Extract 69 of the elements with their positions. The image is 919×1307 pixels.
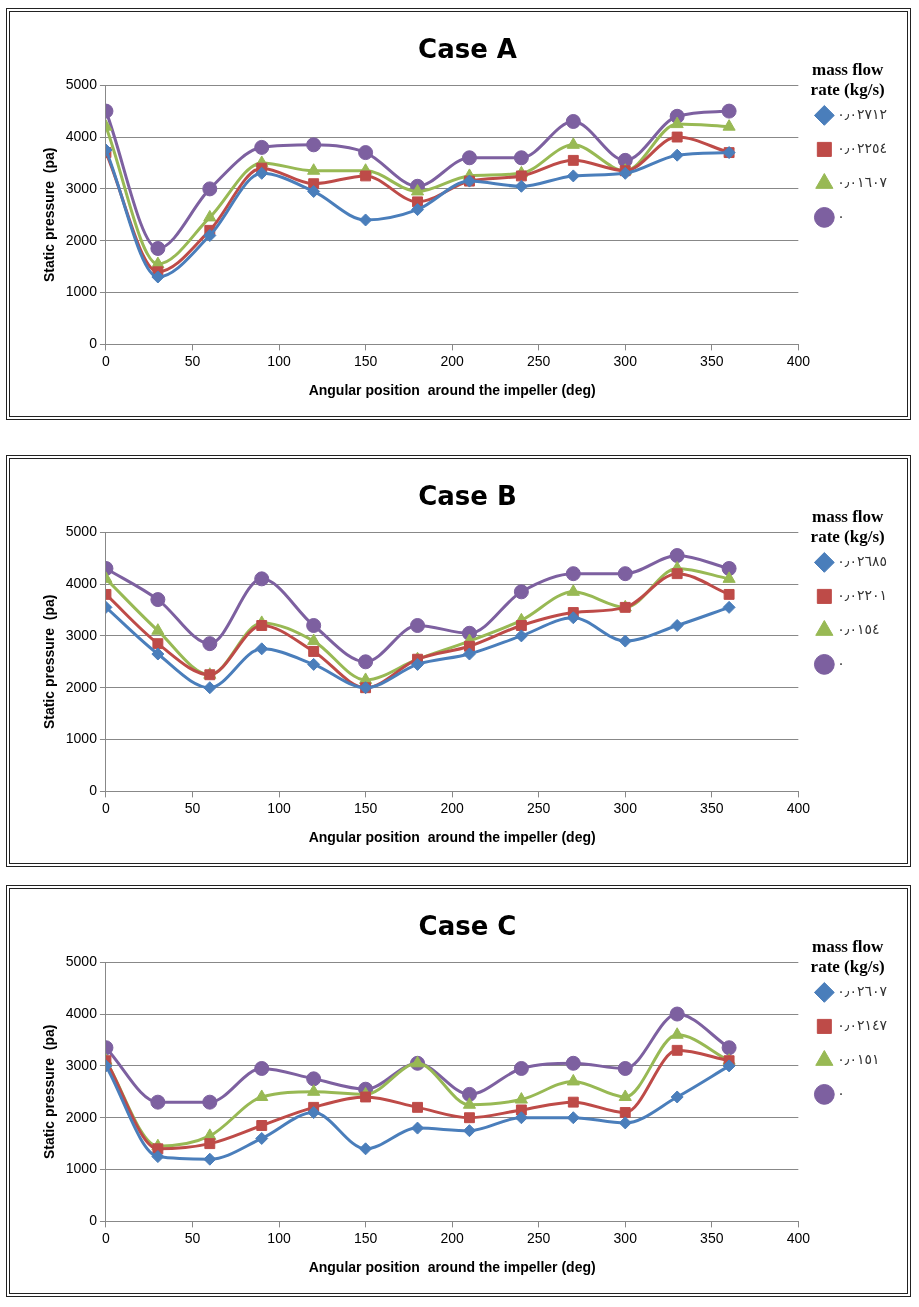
x-tick-label: 100: [267, 799, 291, 816]
y-tick-label: 3000: [65, 1056, 98, 1073]
x-tick-label: 350: [700, 1229, 724, 1246]
y-axis-title: Static pressure (pa): [41, 594, 58, 730]
x-tick-label: 250: [527, 352, 551, 369]
chart-title: Case C: [418, 911, 517, 942]
chart-title: Case A: [418, 34, 517, 65]
y-tick-label: 2000: [65, 1108, 98, 1125]
legend-title: mass flow rate (kg/s): [810, 59, 885, 100]
legend-label: ٠٫٠٢٧١٢: [837, 106, 888, 123]
x-tick-label: 50: [184, 352, 201, 369]
legend-label: ٠٫٠١٥٤: [837, 621, 880, 638]
x-axis-title: Angular position around the impeller (deg): [308, 1259, 596, 1276]
legend-label: ٠٫٠٢١٤٧: [837, 1017, 888, 1034]
x-axis-title: Angular position around the impeller (deg): [308, 829, 596, 846]
x-tick-label: 400: [786, 799, 811, 816]
y-tick-label: 2000: [65, 678, 98, 695]
x-tick-label: 150: [353, 799, 378, 816]
y-axis-title: Static pressure (pa): [41, 147, 58, 283]
legend-label: ٠٫٠٢٦٠٧: [837, 983, 888, 1000]
x-tick-label: 50: [184, 799, 201, 816]
y-tick-label: 0: [89, 1212, 98, 1229]
legend-title: mass flow rate (kg/s): [810, 506, 885, 547]
x-tick-label: 200: [440, 799, 465, 816]
y-tick-label: 2000: [65, 231, 98, 248]
y-tick-label: 4000: [65, 574, 98, 591]
y-tick-label: 1000: [65, 1160, 98, 1177]
chart-title: Case B: [418, 481, 517, 512]
legend-label: ٠٫٠١٦٠٧: [837, 174, 888, 191]
x-tick-label: 0: [102, 799, 111, 816]
x-tick-label: 300: [613, 799, 638, 816]
x-tick-label: 0: [102, 352, 111, 369]
y-tick-label: 1000: [65, 283, 98, 300]
y-tick-label: 1000: [65, 730, 98, 747]
y-tick-label: 4000: [65, 1004, 98, 1021]
y-tick-label: 3000: [65, 626, 98, 643]
y-tick-label: 4000: [65, 127, 98, 144]
x-tick-label: 50: [184, 1229, 201, 1246]
x-tick-label: 350: [700, 799, 724, 816]
y-axis-title: Static pressure (pa): [41, 1024, 58, 1160]
x-tick-label: 0: [102, 1229, 111, 1246]
x-tick-label: 150: [353, 1229, 378, 1246]
y-tick-label: 5000: [65, 953, 98, 970]
x-axis-title: Angular position around the impeller (deg): [308, 382, 596, 399]
legend-title: mass flow rate (kg/s): [810, 936, 885, 977]
legend-label: ٠: [837, 1085, 845, 1102]
x-tick-label: 350: [700, 352, 724, 369]
legend-label: ٠٫٠٢٢٥٤: [837, 140, 888, 157]
x-tick-label: 250: [527, 799, 551, 816]
y-tick-label: 0: [89, 335, 98, 352]
x-tick-label: 200: [440, 1229, 465, 1246]
legend-label: ٠٫٠٢٢٠١: [837, 587, 888, 604]
x-tick-label: 300: [613, 1229, 638, 1246]
y-tick-label: 5000: [65, 76, 98, 93]
x-tick-label: 400: [786, 1229, 811, 1246]
y-tick-label: 0: [89, 782, 98, 799]
x-tick-label: 100: [267, 352, 291, 369]
y-tick-label: 3000: [65, 179, 98, 196]
x-tick-label: 300: [613, 352, 638, 369]
x-tick-label: 250: [527, 1229, 551, 1246]
x-tick-label: 400: [786, 352, 811, 369]
legend-label: ٠: [837, 208, 845, 225]
legend-label: ٠٫٠٢٦٨٥: [837, 553, 888, 570]
y-tick-label: 5000: [65, 523, 98, 540]
legend-label: ٠٫٠١٥١: [837, 1051, 880, 1068]
x-tick-label: 200: [440, 352, 465, 369]
x-tick-label: 100: [267, 1229, 291, 1246]
legend-label: ٠: [837, 655, 845, 672]
x-tick-label: 150: [353, 352, 378, 369]
